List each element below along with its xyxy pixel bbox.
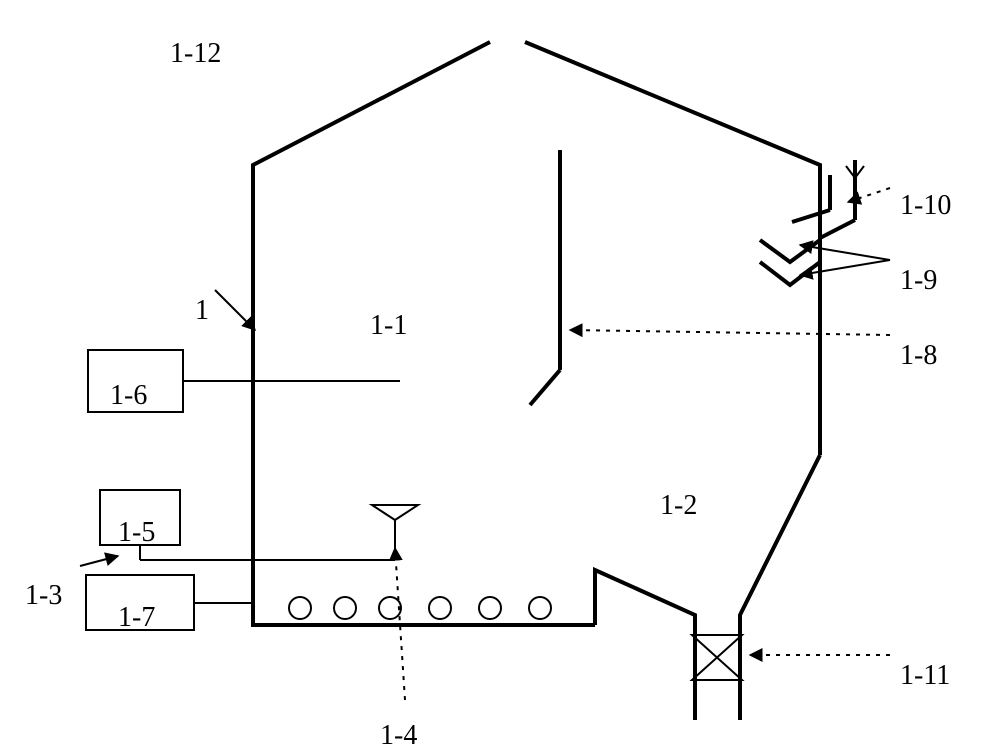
label-top: 1-12 (170, 38, 221, 70)
aerator-circle (334, 597, 356, 619)
aerator-circle (379, 597, 401, 619)
vessel-right-outline (525, 42, 820, 455)
label-l13: 1-3 (25, 580, 62, 612)
hopper-right (740, 455, 820, 720)
funnel-cone (372, 505, 418, 520)
baffle-lower (530, 370, 560, 405)
aerator-circle (289, 597, 311, 619)
label-l11c: 1-1 (370, 310, 407, 342)
label-l19: 1-9 (900, 265, 937, 297)
label-l12c: 1-2 (660, 490, 697, 522)
engineering-diagram (0, 0, 1000, 747)
leader-1-3 (80, 556, 118, 566)
label-l18: 1-8 (900, 340, 937, 372)
valve-icon (692, 635, 742, 680)
aerator-circle (479, 597, 501, 619)
aerator-circle (429, 597, 451, 619)
label-l14: 1-4 (380, 720, 417, 752)
hopper-left (595, 570, 695, 720)
aerator-circle (529, 597, 551, 619)
label-l110: 1-10 (900, 190, 951, 222)
weir-upper (760, 240, 820, 262)
leader-1-8 (570, 330, 890, 335)
label-l1: 1 (195, 295, 209, 327)
leader-1 (215, 290, 255, 330)
label-l111: 1-11 (900, 660, 950, 692)
label-l15: 1-5 (118, 517, 155, 549)
label-l16: 1-6 (110, 380, 147, 412)
label-l17: 1-7 (118, 602, 155, 634)
leader-1-9a (800, 245, 890, 260)
vessel-left-outline (253, 42, 595, 625)
